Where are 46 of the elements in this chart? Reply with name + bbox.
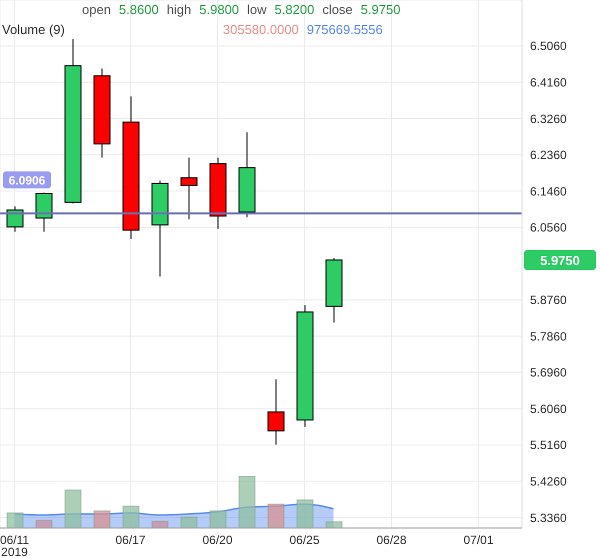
y-tick-label: 6.5060 [530, 39, 568, 54]
y-tick-label: 6.1460 [530, 184, 568, 198]
x-tick-label: 06/20 [202, 533, 233, 547]
annotation: 5.9800 [199, 2, 240, 17]
bar [122, 506, 140, 528]
bar [94, 510, 110, 528]
candlestick [180, 157, 198, 220]
y-tick-label: 5.6960 [530, 366, 568, 380]
annotation: close [322, 2, 353, 17]
bar [326, 521, 342, 528]
annotation: Volume (9) [2, 22, 65, 37]
annotation: 5.8600 [118, 2, 159, 17]
bar [6, 512, 24, 528]
ref-line-label: 6.0906 [8, 173, 46, 188]
y-tick-label: 6.4160 [530, 75, 568, 90]
y-tick-label: 5.8760 [530, 293, 568, 308]
y-tick-label: 5.7860 [530, 329, 568, 344]
annotation: 5.9750 [360, 2, 400, 17]
y-tick-label: 6.2360 [530, 148, 568, 162]
bar [180, 516, 198, 528]
annotation: low [247, 2, 267, 17]
x-tick-label: 07/01 [463, 533, 494, 547]
bar [152, 520, 168, 528]
y-tick-label: 5.6060 [530, 402, 568, 416]
candlestick [268, 378, 284, 446]
bar [296, 499, 314, 528]
annotation: 975669.5556 [306, 22, 383, 37]
y-tick-label: 6.0560 [530, 220, 568, 235]
x-tick-label: 06/11 2019 [0, 533, 30, 558]
bar [64, 490, 82, 528]
y-tick-label: 5.5160 [530, 438, 568, 452]
y-tick-label: 5.4260 [530, 474, 568, 489]
x-tick-label: 06/25 [289, 533, 320, 547]
x-tick-label: 06/17 [115, 533, 146, 547]
y-tick-label: 6.3260 [530, 112, 568, 126]
annotation: high [166, 2, 192, 17]
bar [210, 510, 226, 528]
annotation: open [82, 2, 111, 17]
x-tick-label: 06/28 [376, 533, 407, 547]
bar [36, 520, 52, 528]
annotation: 5.8200 [274, 2, 314, 17]
text: 5.9750 [540, 252, 580, 268]
bar [238, 476, 256, 528]
y-tick-label: 5.3360 [530, 510, 568, 525]
bar [268, 504, 284, 528]
annotation: 305580.0000 [222, 22, 299, 37]
